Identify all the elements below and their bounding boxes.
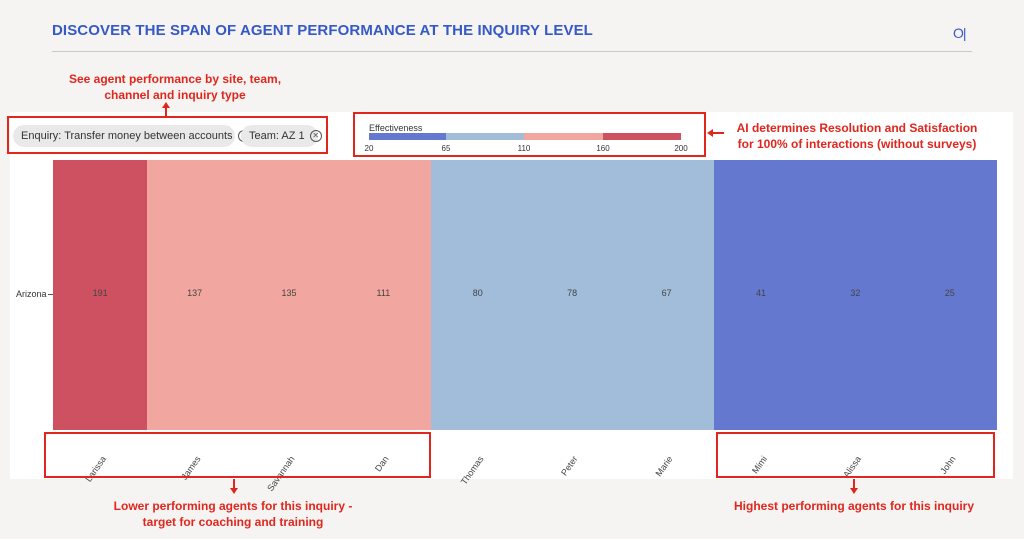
- legend-segment-4: [603, 133, 681, 140]
- legend-tick: 110: [517, 144, 531, 153]
- heatmap-cell[interactable]: [619, 160, 715, 430]
- low-performers-annotation: Lower performing agents for this inquiry…: [113, 499, 353, 529]
- filter-chip-label: Team: AZ 1: [249, 130, 305, 142]
- heatmap-cell-value: 67: [661, 288, 672, 298]
- heatmap-cell-value: 137: [187, 288, 203, 298]
- logo-icon: O|: [953, 25, 966, 41]
- filters-arrow: [165, 106, 167, 118]
- heatmap-cell[interactable]: [525, 160, 620, 430]
- legend-tick: 200: [674, 144, 688, 153]
- row-label: Arizona: [16, 289, 47, 299]
- legend-tick: 20: [364, 144, 374, 153]
- filters-annotation: See agent performance by site, team, cha…: [68, 72, 282, 102]
- heatmap-cell-value: 41: [755, 288, 767, 298]
- legend-annotation: AI determines Resolution and Satisfactio…: [736, 121, 978, 151]
- filters-arrow-head: [162, 102, 170, 108]
- heatmap-cell[interactable]: [53, 160, 148, 430]
- heatmap-cell[interactable]: [147, 160, 243, 430]
- heatmap-cell[interactable]: [336, 160, 432, 430]
- low-arrow: [233, 479, 235, 490]
- legend-segment-2: [446, 133, 524, 140]
- legend-highlight-box: [353, 112, 706, 157]
- high-performers-highlight-box: [716, 432, 995, 478]
- legend-tick: 65: [441, 144, 451, 153]
- filter-chip-team[interactable]: Team: AZ 1 ✕: [241, 125, 322, 147]
- heatmap-cell-value: 78: [567, 288, 578, 298]
- heatmap-cell[interactable]: [241, 160, 337, 430]
- high-arrow-head: [850, 488, 858, 494]
- filters-highlight-box: [7, 116, 328, 154]
- legend-tick: 160: [596, 144, 610, 153]
- high-arrow: [853, 479, 855, 490]
- heatmap-cell-value: 191: [92, 288, 108, 298]
- heatmap-cell-value: 111: [376, 288, 391, 298]
- heatmap-cell-value: 135: [281, 288, 297, 298]
- heatmap-cell-value: 32: [850, 288, 861, 298]
- high-performers-annotation: Highest performing agents for this inqui…: [733, 499, 975, 513]
- low-arrow-head: [230, 488, 238, 494]
- legend-title: Effectiveness: [369, 123, 423, 133]
- legend-arrow: [712, 132, 724, 134]
- heatmap-cell[interactable]: [902, 160, 998, 430]
- legend-segment-1: [369, 133, 446, 140]
- heatmap-cell-value: 25: [944, 288, 955, 298]
- legend-segment-3: [524, 133, 603, 140]
- filter-chip-label: Enquiry: Transfer money between accounts: [21, 130, 233, 142]
- heatmap-cell[interactable]: [808, 160, 904, 430]
- title-divider: [52, 51, 972, 52]
- heatmap-cell-value: 80: [472, 288, 483, 298]
- low-performers-highlight-box: [44, 432, 431, 478]
- heatmap-cell[interactable]: [430, 160, 526, 430]
- page-title: DISCOVER THE SPAN OF AGENT PERFORMANCE A…: [52, 22, 593, 39]
- circle-x-icon[interactable]: ✕: [309, 130, 322, 143]
- legend-arrow-head: [707, 129, 713, 137]
- filter-chip-enquiry[interactable]: Enquiry: Transfer money between accounts…: [13, 125, 250, 147]
- heatmap-cell[interactable]: [713, 160, 809, 430]
- row-tick: [48, 294, 53, 295]
